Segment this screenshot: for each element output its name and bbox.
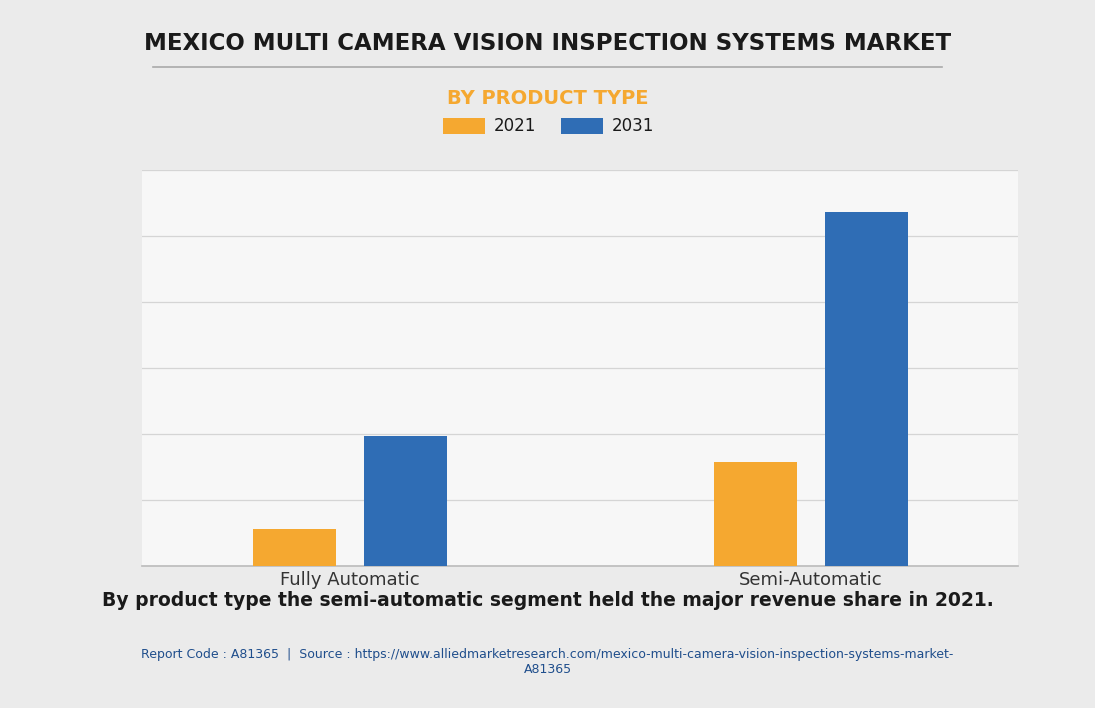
Text: BY PRODUCT TYPE: BY PRODUCT TYPE [447, 88, 648, 108]
Bar [253, 529, 336, 566]
Bar [714, 462, 797, 566]
Text: 2031: 2031 [612, 117, 654, 135]
Text: Report Code : A81365  |  Source : https://www.alliedmarketresearch.com/mexico-mu: Report Code : A81365 | Source : https://… [141, 648, 954, 676]
Bar [825, 212, 908, 566]
Text: 2021: 2021 [493, 117, 535, 135]
Bar [364, 436, 447, 566]
Text: By product type the semi-automatic segment held the major revenue share in 2021.: By product type the semi-automatic segme… [102, 591, 993, 610]
Text: MEXICO MULTI CAMERA VISION INSPECTION SYSTEMS MARKET: MEXICO MULTI CAMERA VISION INSPECTION SY… [143, 32, 952, 55]
